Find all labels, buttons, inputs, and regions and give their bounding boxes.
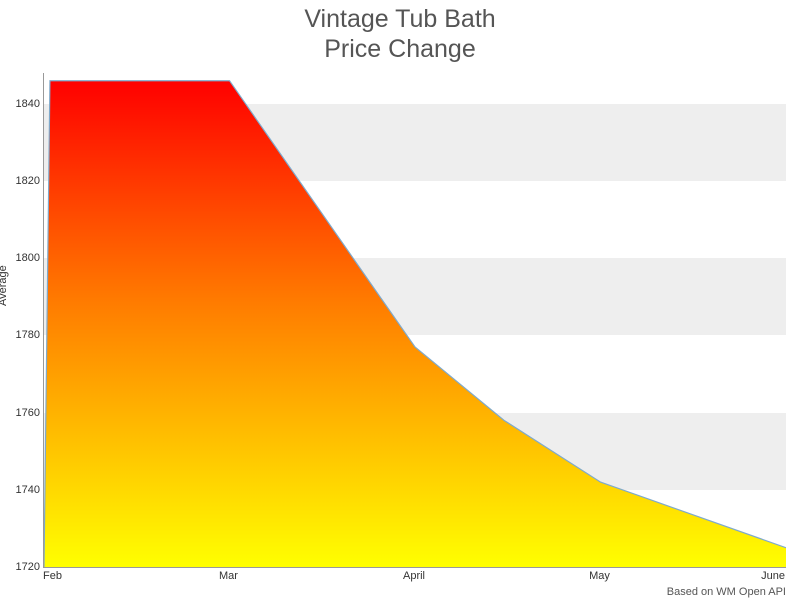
y-tick-label: 1820 xyxy=(0,175,40,187)
area-fill xyxy=(44,81,786,567)
y-tick-label: 1760 xyxy=(0,407,40,419)
chart-container: Vintage Tub Bath Price Change Average Ba… xyxy=(0,0,800,600)
chart-title: Vintage Tub Bath Price Change xyxy=(0,0,800,64)
y-axis-label: Average xyxy=(0,265,9,306)
title-line-1: Vintage Tub Bath xyxy=(304,5,495,33)
area-chart-svg xyxy=(44,73,786,567)
x-tick-label: May xyxy=(575,570,625,582)
x-tick-label: Feb xyxy=(43,570,62,582)
y-tick-label: 1800 xyxy=(0,252,40,264)
y-tick-label: 1840 xyxy=(0,98,40,110)
x-tick-label: April xyxy=(389,570,439,582)
attribution-text: Based on WM Open API xyxy=(667,586,786,598)
x-tick-label: Mar xyxy=(204,570,254,582)
y-tick-label: 1720 xyxy=(0,561,40,573)
plot-area xyxy=(43,73,786,568)
x-tick-label: June xyxy=(745,570,785,582)
title-line-2: Price Change xyxy=(324,35,475,63)
y-tick-label: 1740 xyxy=(0,484,40,496)
y-tick-label: 1780 xyxy=(0,329,40,341)
